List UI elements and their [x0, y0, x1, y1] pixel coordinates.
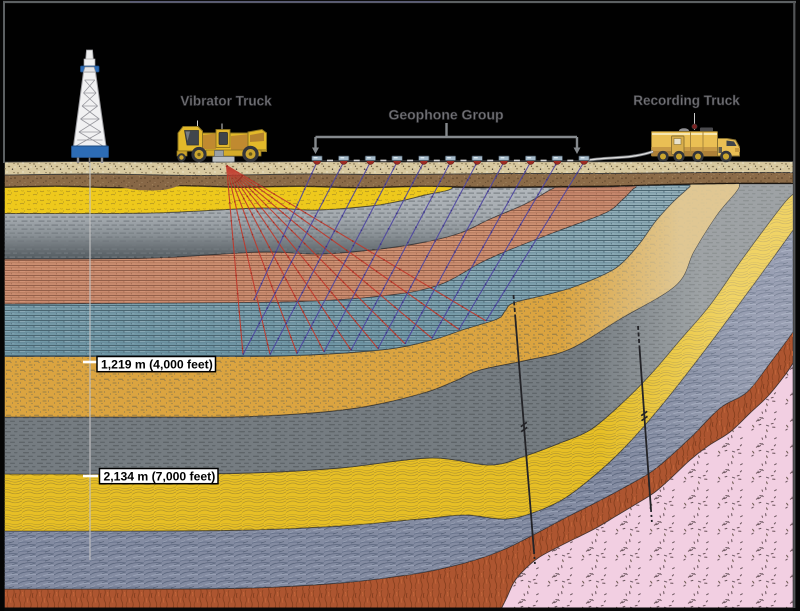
svg-text:1,219 m (4,000 feet): 1,219 m (4,000 feet)	[101, 358, 213, 372]
svg-text:Geophone Group: Geophone Group	[388, 107, 503, 123]
svg-text:Recording Truck: Recording Truck	[633, 93, 740, 108]
svg-text:Vibrator Truck: Vibrator Truck	[180, 94, 272, 109]
svg-text:2,134 m (7,000 feet): 2,134 m (7,000 feet)	[104, 470, 216, 484]
